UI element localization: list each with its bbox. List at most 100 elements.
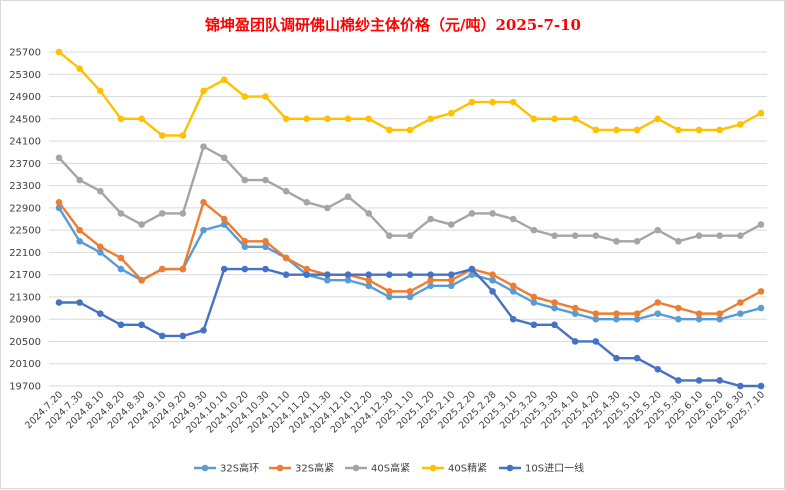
data-point xyxy=(386,271,393,278)
data-point xyxy=(96,87,104,95)
y-tick-label: 23300 xyxy=(9,181,41,192)
data-point xyxy=(117,115,125,123)
data-point xyxy=(675,126,682,134)
series-lines xyxy=(55,48,765,390)
series-3 xyxy=(55,143,765,245)
series-line xyxy=(58,145,762,243)
data-point xyxy=(695,232,703,239)
data-point xyxy=(509,315,517,323)
y-tick-label: 22900 xyxy=(9,203,41,214)
data-point xyxy=(262,237,269,245)
data-point xyxy=(220,265,228,273)
data-point xyxy=(55,48,63,56)
data-point xyxy=(179,210,187,217)
data-point xyxy=(138,115,145,123)
data-point xyxy=(654,299,662,306)
data-point xyxy=(365,271,373,278)
data-point xyxy=(241,243,249,251)
data-point xyxy=(757,221,765,228)
data-point xyxy=(365,115,373,123)
data-point xyxy=(76,299,83,306)
data-point xyxy=(138,321,145,329)
data-point xyxy=(551,115,558,123)
data-point xyxy=(344,193,352,201)
series-line xyxy=(58,51,762,137)
data-point xyxy=(220,154,228,162)
data-point xyxy=(571,115,579,123)
legend-item: 40S精紧 xyxy=(422,462,487,475)
y-tick-label: 21300 xyxy=(9,292,41,303)
data-point xyxy=(613,354,620,362)
data-point xyxy=(447,271,455,278)
data-point xyxy=(551,304,558,312)
data-point xyxy=(633,126,641,134)
data-point xyxy=(282,115,290,123)
y-tick-label: 22100 xyxy=(9,248,41,259)
data-point xyxy=(571,338,579,345)
data-point xyxy=(447,276,455,284)
series-5 xyxy=(55,265,765,390)
y-tick-label: 25700 xyxy=(9,48,41,59)
y-tick-label: 19700 xyxy=(9,382,41,393)
data-point xyxy=(592,310,600,317)
data-point xyxy=(117,321,125,329)
data-point xyxy=(76,176,83,184)
data-point xyxy=(262,176,269,184)
data-point xyxy=(386,232,393,239)
data-point xyxy=(386,288,393,295)
data-point xyxy=(200,226,207,234)
data-point xyxy=(633,315,641,323)
data-point xyxy=(592,126,600,134)
chart-title: 锦坤盈团队调研佛山棉纱主体价格（元/吨）2025-7-10 xyxy=(205,16,581,34)
x-axis-ticks: 2024.7.202024.7.302024.8.102024.8.202024… xyxy=(23,389,767,435)
data-point xyxy=(220,215,228,223)
data-point xyxy=(654,115,662,123)
data-point xyxy=(737,232,744,239)
data-point xyxy=(757,382,765,390)
y-tick-label: 24900 xyxy=(9,92,41,103)
data-point xyxy=(592,338,600,345)
legend-label: 40S精紧 xyxy=(448,462,487,475)
data-point xyxy=(737,310,744,317)
data-point xyxy=(427,115,434,123)
data-point xyxy=(324,276,331,284)
data-point xyxy=(427,282,434,290)
data-point xyxy=(179,332,187,340)
data-point xyxy=(695,310,703,317)
data-point xyxy=(489,276,496,284)
y-axis-ticks: 19700 20100 20500 20900 21300 21700 22100 22500… xyxy=(9,48,41,393)
data-point xyxy=(571,304,579,312)
data-point xyxy=(406,293,414,301)
data-point xyxy=(55,299,63,306)
data-point xyxy=(55,154,63,162)
data-point xyxy=(406,288,414,295)
data-point xyxy=(200,327,207,334)
y-tick-label: 20500 xyxy=(9,337,41,348)
data-point xyxy=(55,199,63,206)
data-point xyxy=(737,121,744,128)
y-tick-label: 23700 xyxy=(9,159,41,170)
data-point xyxy=(530,299,538,306)
data-point xyxy=(117,210,125,217)
legend-swatch-marker xyxy=(276,464,284,472)
legend-label: 32S高环 xyxy=(220,462,259,475)
data-point xyxy=(138,276,145,284)
data-point xyxy=(571,310,579,317)
data-point xyxy=(489,271,496,278)
data-point xyxy=(509,215,517,223)
legend-label: 32S高紧 xyxy=(295,462,334,475)
legend-item: 40S高紧 xyxy=(345,462,410,475)
data-point xyxy=(158,265,166,273)
data-point xyxy=(654,226,662,234)
data-point xyxy=(241,176,249,184)
data-point xyxy=(344,115,352,123)
data-point xyxy=(613,126,620,134)
data-point xyxy=(262,243,269,251)
data-point xyxy=(551,232,558,239)
data-point xyxy=(509,288,517,295)
data-point xyxy=(530,226,538,234)
data-point xyxy=(509,282,517,290)
data-point xyxy=(675,304,682,312)
data-point xyxy=(551,299,558,306)
legend-label: 10S进口一线 xyxy=(525,462,584,475)
